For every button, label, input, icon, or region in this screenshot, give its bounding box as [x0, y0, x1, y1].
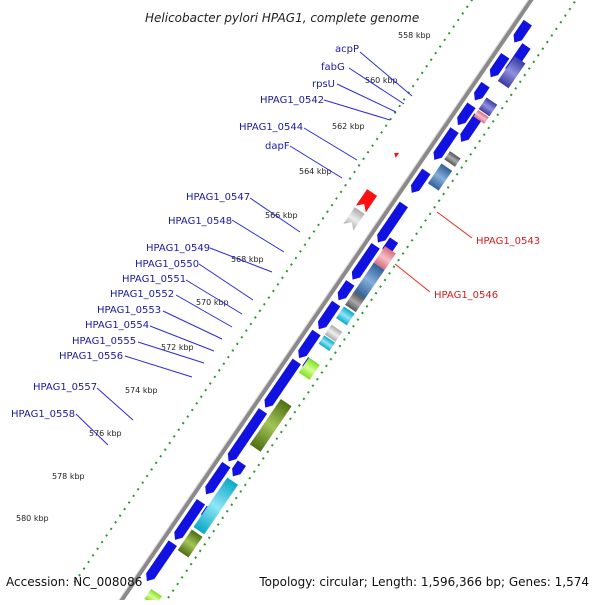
kbp-tick: 566 kbp	[265, 211, 298, 220]
feature-bar[interactable]	[324, 324, 343, 342]
genome-backbone	[112, 0, 556, 605]
gene-arrow[interactable]	[471, 81, 490, 103]
kbp-ticks: 558 kbp 560 kbp 562 kbp 564 kbp 566 kbp …	[16, 31, 431, 523]
kbp-tick: 572 kbp	[161, 343, 194, 352]
accession-text: Accession: NC_008086	[6, 575, 142, 589]
gene-label[interactable]: acpP	[335, 44, 359, 55]
reverse-genes	[343, 151, 400, 231]
gene-arrow[interactable]	[143, 540, 177, 584]
feature-bar[interactable]	[298, 357, 320, 380]
feature-bar[interactable]	[497, 56, 526, 89]
feature-bar[interactable]	[473, 109, 489, 124]
feature-bars	[132, 56, 526, 605]
feature-bar[interactable]	[373, 246, 396, 270]
feature-bar[interactable]	[336, 306, 355, 326]
kbp-tick: 558 kbp	[398, 31, 431, 40]
gene-arrow[interactable]	[334, 280, 355, 303]
feature-bar[interactable]	[193, 477, 239, 535]
kbp-tick: 570 kbp	[196, 298, 229, 307]
feature-bar[interactable]	[177, 529, 203, 558]
gene-label[interactable]: HPAG1_0544	[239, 122, 303, 133]
kbp-tick: 562 kbp	[332, 122, 365, 131]
gene-label[interactable]: HPAG1_0554	[85, 320, 149, 331]
kbp-tick: 580 kbp	[16, 514, 49, 523]
gene-label[interactable]: rpsU	[312, 79, 335, 90]
gene-arrow[interactable]	[374, 201, 408, 246]
gene-arrow[interactable]	[315, 300, 341, 332]
forward-genes-row1	[143, 19, 532, 584]
inner-dotted-guide	[72, 0, 514, 585]
gene-arrow[interactable]	[486, 52, 510, 80]
gene-arrow[interactable]	[454, 102, 476, 128]
gene-arrow-reverse[interactable]	[355, 189, 378, 213]
gene-label[interactable]: HPAG1_0555	[72, 336, 136, 347]
gene-label-red[interactable]: HPAG1_0543	[476, 236, 540, 247]
label-leaders	[75, 51, 413, 446]
gene-label[interactable]: HPAG1_0548	[168, 216, 232, 227]
gene-labels-red: HPAG1_0543 HPAG1_0546	[434, 236, 540, 301]
gene-label[interactable]: HPAG1_0556	[59, 351, 123, 362]
red-label-leaders	[394, 211, 473, 293]
feature-bar[interactable]	[345, 291, 365, 313]
feature-bar[interactable]	[144, 588, 162, 605]
feature-bar[interactable]	[427, 163, 453, 191]
gene-arrow[interactable]	[261, 358, 301, 411]
gene-arrow[interactable]	[510, 19, 532, 45]
gene-label[interactable]: HPAG1_0558	[11, 409, 75, 420]
outer-dotted-guide	[143, 0, 585, 605]
gene-arrow[interactable]	[229, 460, 247, 479]
genome-track	[72, 0, 585, 605]
gene-label[interactable]: HPAG1_0547	[186, 192, 250, 203]
map-title: Helicobacter pylori HPAG1, complete geno…	[145, 11, 419, 25]
gene-label[interactable]: HPAG1_0553	[97, 305, 161, 316]
gene-label[interactable]: HPAG1_0542	[260, 95, 324, 106]
gene-arrow[interactable]	[348, 242, 380, 283]
gene-arrow[interactable]	[224, 408, 268, 464]
gene-label[interactable]: HPAG1_0557	[33, 382, 97, 393]
feature-bar[interactable]	[318, 335, 335, 351]
gene-label-red[interactable]: HPAG1_0546	[434, 290, 498, 301]
gene-arrow[interactable]	[295, 329, 321, 361]
feature-bar[interactable]	[478, 97, 498, 117]
gene-arrow[interactable]	[408, 168, 431, 196]
gene-label[interactable]: fabG	[321, 62, 345, 73]
gene-label[interactable]: dapF	[265, 141, 290, 152]
gene-arrow[interactable]	[430, 127, 459, 162]
kbp-tick: 576 kbp	[89, 429, 122, 438]
gene-arrow[interactable]	[171, 499, 206, 543]
feature-bar[interactable]	[444, 151, 461, 167]
gene-arrow-reverse[interactable]	[343, 207, 365, 231]
feature-bar[interactable]	[249, 398, 292, 452]
gene-label[interactable]: HPAG1_0549	[146, 243, 210, 254]
genome-backbone-highlight	[111, 0, 552, 605]
gene-labels: acpP fabG rpsU HPAG1_0542 HPAG1_0544 dap…	[11, 44, 359, 420]
topology-text: Topology: circular; Length: 1,596,366 bp…	[258, 575, 589, 589]
gene-label[interactable]: HPAG1_0551	[122, 274, 186, 285]
kbp-tick: 560 kbp	[365, 76, 398, 85]
kbp-tick: 564 kbp	[299, 167, 332, 176]
kbp-tick: 578 kbp	[52, 472, 85, 481]
gene-arrow[interactable]	[457, 113, 483, 144]
gene-arrow-reverse[interactable]	[392, 151, 400, 158]
gene-label[interactable]: HPAG1_0552	[110, 289, 174, 300]
feature-bar[interactable]	[354, 262, 385, 299]
gene-arrow[interactable]	[202, 461, 231, 497]
kbp-tick: 568 kbp	[231, 255, 264, 264]
gene-label[interactable]: HPAG1_0550	[135, 259, 199, 270]
kbp-tick: 574 kbp	[125, 386, 158, 395]
